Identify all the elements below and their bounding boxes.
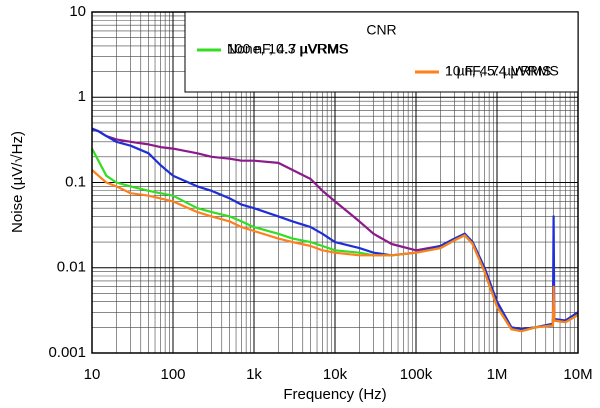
legend: CNR None, 10.3 µVRMS 10 nF, 5.4 µVRMS 100 n… [184, 11, 579, 93]
legend-label: 10 nF, 5.4 µVRMS [445, 63, 559, 79]
series-line [91, 127, 579, 331]
legend-label: 1 µF, 4.7 µVRMS [445, 63, 551, 79]
legend-box [184, 11, 579, 93]
x-tick-label: 10k [323, 366, 348, 383]
x-tick-label: 10M [563, 366, 592, 383]
x-tick-label: 1k [246, 366, 262, 383]
legend-label: None, 10.3 µVRMS [227, 41, 348, 57]
y-tick-label: 0.1 [65, 173, 86, 190]
x-tick-label: 1M [487, 366, 508, 383]
legend-label: 100 nF, 4.7 µVRMS [227, 41, 349, 57]
y-axis-label: Noise (µV/√Hz) [9, 131, 26, 233]
x-tick-label: 100 [160, 366, 185, 383]
y-tick-label: 0.001 [48, 344, 86, 361]
legend-title: CNR [366, 22, 396, 38]
y-tick-label: 0.01 [57, 259, 86, 276]
x-tick-label: 100k [400, 366, 433, 383]
x-axis-label: Frequency (Hz) [283, 386, 386, 403]
series-line [91, 169, 579, 333]
y-tick-label: 10 [69, 3, 86, 20]
y-tick-label: 1 [78, 88, 86, 105]
x-tick-label: 10 [84, 366, 101, 383]
